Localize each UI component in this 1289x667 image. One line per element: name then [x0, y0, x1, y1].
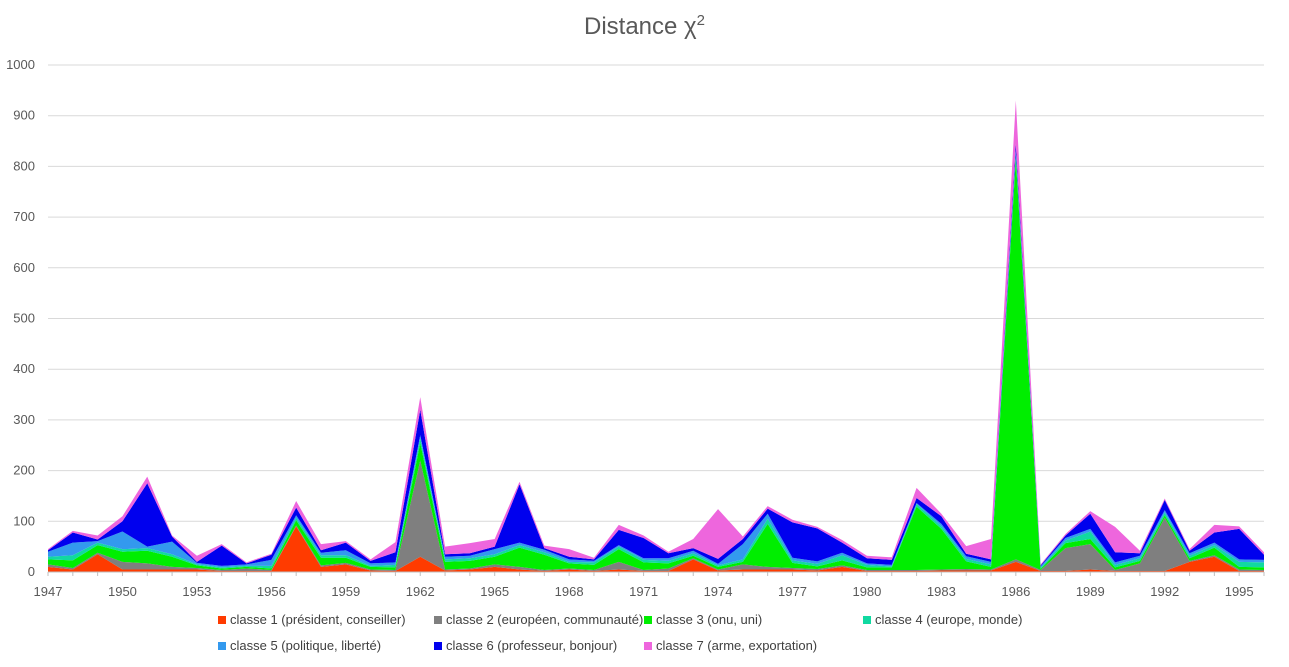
x-tick-label: 1971: [629, 584, 658, 599]
legend-item-2: classe 2 (européen, communauté): [434, 612, 643, 627]
x-tick-label: 1983: [927, 584, 956, 599]
y-tick-label: 700: [13, 209, 35, 224]
y-tick-label: 600: [13, 260, 35, 275]
y-tick-label: 200: [13, 463, 35, 478]
y-tick-label: 800: [13, 158, 35, 173]
y-tick-label: 1000: [6, 57, 35, 72]
y-tick-label: 900: [13, 108, 35, 123]
legend-label: classe 2 (européen, communauté): [446, 612, 644, 627]
legend-label: classe 5 (politique, liberté): [230, 638, 382, 653]
x-tick-label: 1968: [555, 584, 584, 599]
x-tick-label: 1992: [1150, 584, 1179, 599]
chart-title-superscript: 2: [696, 12, 705, 29]
area-series-3: [48, 158, 1264, 570]
axes: 0 100 200 300 400 500 600 700 800 900 1000 1947 1950…: [6, 57, 1265, 599]
x-tick-label: 1986: [1001, 584, 1030, 599]
legend-swatch: [644, 616, 652, 624]
gridlines: [48, 64, 1264, 573]
chart-title-text: Distance χ: [584, 13, 697, 40]
y-tick-label: 500: [13, 311, 35, 326]
x-tick-label: 1974: [704, 584, 733, 599]
legend-swatch: [644, 642, 652, 650]
y-tick-label: 0: [28, 564, 35, 579]
legend-item-1: classe 1 (président, conseiller): [218, 612, 406, 627]
area-series-6: [48, 143, 1264, 567]
x-tick-label: 1959: [331, 584, 360, 599]
x-tick-label: 1977: [778, 584, 807, 599]
area-series-1: [48, 526, 1264, 572]
y-tick-label: 300: [13, 412, 35, 427]
stacked-area-chart: 0 100 200 300 400 500 600 700 800 900 1000 1947 1950…: [6, 57, 1265, 599]
x-tick-label: 1962: [406, 584, 435, 599]
legend-label: classe 7 (arme, exportation): [656, 638, 818, 653]
x-tick-label: 1947: [34, 584, 63, 599]
legend-label: classe 3 (onu, uni): [656, 612, 763, 627]
x-tick-label: 1956: [257, 584, 286, 599]
legend-swatch: [434, 642, 442, 650]
x-tick-label: 1980: [852, 584, 881, 599]
area-series-5: [48, 151, 1264, 568]
y-tick-label: 400: [13, 361, 35, 376]
legend-item-3: classe 3 (onu, uni): [644, 612, 762, 627]
area-series: [48, 100, 1264, 572]
x-tick-label: 1953: [182, 584, 211, 599]
x-tick-label: 1989: [1076, 584, 1105, 599]
legend-swatch: [434, 616, 442, 624]
x-tick-label: 1965: [480, 584, 509, 599]
legend-swatch: [863, 616, 871, 624]
x-tick-label: 1995: [1225, 584, 1254, 599]
legend-item-4: classe 4 (europe, monde): [863, 612, 1022, 627]
y-tick-label: 100: [13, 513, 35, 528]
x-tick-label: 1950: [108, 584, 137, 599]
legend-label: classe 1 (président, conseiller): [230, 612, 406, 627]
legend-item-5: classe 5 (politique, liberté): [218, 638, 381, 653]
area-series-2: [48, 460, 1264, 571]
chart-title: Distance χ2: [0, 12, 1289, 41]
legend-item-7: classe 7 (arme, exportation): [644, 638, 817, 653]
legend-label: classe 6 (professeur, bonjour): [446, 638, 618, 653]
legend-swatch: [218, 642, 226, 650]
legend-item-6: classe 6 (professeur, bonjour): [434, 638, 617, 653]
area-series-4: [48, 153, 1264, 569]
area-series-7: [48, 100, 1264, 566]
legend-swatch: [218, 616, 226, 624]
legend-label: classe 4 (europe, monde): [875, 612, 1023, 627]
